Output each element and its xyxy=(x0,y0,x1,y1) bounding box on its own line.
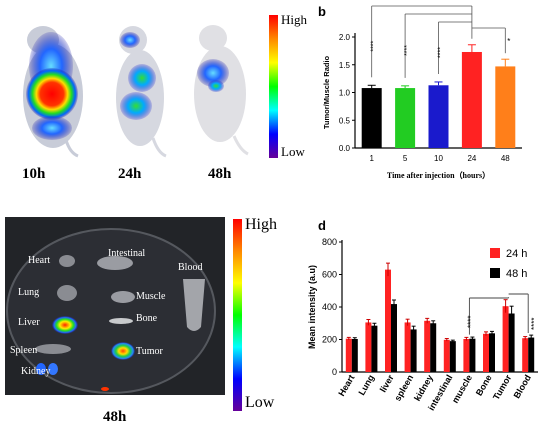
organ-label-intestinal: Intestinal xyxy=(108,248,146,259)
panel-c-image xyxy=(5,217,225,395)
organ-label-spleen: Spleen xyxy=(10,345,38,356)
bar-d xyxy=(430,323,437,372)
x-axis-label-b: Time after injection（hours） xyxy=(387,170,490,180)
sig-star-d: **** xyxy=(530,318,539,330)
x-tick-label-b: 48 xyxy=(501,154,510,163)
y-tick-label-d: 200 xyxy=(322,335,337,345)
sig-star-d: **** xyxy=(466,316,475,328)
bar-d xyxy=(502,306,509,372)
time-label-c-48h: 48h xyxy=(103,409,127,425)
legend-swatch-d xyxy=(490,248,500,258)
bar-d xyxy=(508,313,515,372)
x-tick-label-b: 5 xyxy=(403,154,408,163)
time-label-48h: 48h xyxy=(208,166,232,182)
x-tick-label-d: Blood xyxy=(512,373,533,400)
y-tick-label-b: 1.0 xyxy=(339,89,351,98)
x-tick-label-b: 1 xyxy=(369,154,374,163)
mouse-24h xyxy=(116,26,167,158)
bar-d xyxy=(424,320,431,372)
scale-a-low: Low xyxy=(281,144,305,159)
scale-c-low: Low xyxy=(245,394,275,411)
scale-a-high: High xyxy=(281,12,307,27)
bar-d xyxy=(443,339,450,372)
x-tick-label-d: Heart xyxy=(336,373,356,398)
bar-d xyxy=(483,333,489,372)
x-tick-label-d: liver xyxy=(378,373,396,394)
bar-b xyxy=(361,88,382,148)
bar-d xyxy=(404,322,411,372)
bar-d xyxy=(391,304,397,372)
bar-d xyxy=(449,341,456,372)
time-label-10h: 10h xyxy=(22,166,46,182)
y-tick-label-d: 800 xyxy=(322,237,337,247)
organ-label-muscle: Muscle xyxy=(136,291,166,302)
panel-letter-b: b xyxy=(318,4,326,19)
bar-d xyxy=(371,325,378,372)
organ-label-lung: Lung xyxy=(18,287,40,298)
y-tick-label-b: 1.5 xyxy=(339,61,351,70)
bar-d xyxy=(345,338,352,372)
organ-label-heart: Heart xyxy=(28,255,51,266)
legend-label-d: 48 h xyxy=(506,268,527,280)
mouse-images-svg xyxy=(23,25,249,158)
bar-b xyxy=(395,88,416,148)
y-tick-label-d: 0 xyxy=(332,367,337,377)
mouse-48h xyxy=(194,25,249,156)
y-tick-label-d: 400 xyxy=(322,302,337,312)
bar-d xyxy=(410,329,417,372)
organ-label-kidney: Kidney xyxy=(21,366,51,377)
sig-star-b: **** xyxy=(438,47,445,58)
y-tick-label-d: 600 xyxy=(322,270,337,280)
y-tick-label-b: 0.5 xyxy=(339,116,351,125)
x-tick-label-d: Bone xyxy=(474,373,494,397)
y-axis-label-d: Mean intensity (a.u) xyxy=(307,265,317,349)
x-tick-label-b: 24 xyxy=(467,154,476,163)
x-tick-label-d: Lung xyxy=(356,373,376,397)
panel-letter-d: d xyxy=(318,218,326,233)
sig-star-b: **** xyxy=(404,45,411,56)
legend-label-d: 24 h xyxy=(506,248,527,260)
x-tick-label-b: 10 xyxy=(434,154,443,163)
bar-d xyxy=(489,333,495,372)
bar-b xyxy=(428,85,449,148)
bar-d xyxy=(385,269,391,372)
bar-b xyxy=(461,51,482,148)
y-tick-label-b: 2.0 xyxy=(339,33,351,42)
organ-label-bone: Bone xyxy=(136,313,158,324)
bar-d xyxy=(351,339,358,372)
color-scale-a xyxy=(269,15,278,158)
legend-swatch-d xyxy=(490,268,500,278)
bar-b xyxy=(495,66,516,148)
bar-d xyxy=(528,337,535,372)
organ-image-svg xyxy=(6,228,216,394)
scale-c-high: High xyxy=(245,216,277,233)
y-tick-label-b: 0.0 xyxy=(339,144,351,153)
bar-d xyxy=(365,322,372,372)
y-axis-label-b: Tumor/Muscle Radio xyxy=(322,55,331,129)
bar-d xyxy=(522,338,529,372)
panel-a-images xyxy=(8,18,260,158)
color-scale-c xyxy=(233,219,242,411)
time-label-24h: 24h xyxy=(118,166,142,182)
bar-d xyxy=(469,338,476,372)
organ-label-tumor: Tumor xyxy=(136,346,163,357)
sig-star-b: **** xyxy=(371,40,378,51)
organ-label-blood: Blood xyxy=(178,262,203,273)
bar-d xyxy=(463,339,470,372)
mouse-10h xyxy=(23,26,83,158)
sig-star-b: * xyxy=(507,37,510,46)
organ-label-liver: Liver xyxy=(18,317,40,328)
x-tick-label-d: Tumor xyxy=(491,373,514,402)
